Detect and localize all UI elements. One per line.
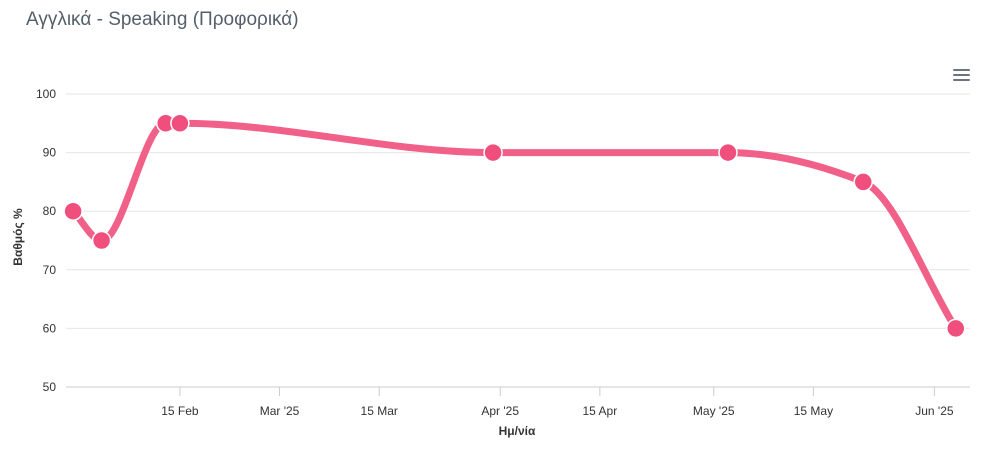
menu-icon-bar — [953, 69, 970, 71]
x-tick-label: Apr '25 — [481, 404, 519, 418]
menu-icon-bar — [953, 79, 970, 81]
y-tick-label: 70 — [43, 263, 57, 277]
data-point — [91, 230, 112, 251]
x-tick-label: 15 Apr — [583, 404, 618, 418]
data-point — [718, 142, 738, 163]
y-axis-ticks: 50 60 70 80 90 100 — [36, 87, 56, 394]
x-axis-title: Ημ/νία — [499, 424, 536, 438]
y-tick-label: 90 — [43, 146, 57, 160]
x-tick-label: 15 Mar — [361, 404, 398, 418]
menu-icon-bar — [953, 74, 970, 76]
x-tick-label: Jun '25 — [915, 404, 954, 418]
series-line — [69, 119, 960, 332]
gridlines — [66, 93, 970, 388]
x-tick-label: Mar '25 — [260, 404, 300, 418]
data-point — [63, 201, 83, 221]
chart-menu-button[interactable] — [948, 64, 974, 86]
y-tick-label: 50 — [43, 380, 57, 394]
data-point — [483, 142, 503, 163]
x-tick-label: May '25 — [693, 404, 735, 418]
data-point — [946, 318, 966, 339]
y-tick-label: 80 — [43, 204, 57, 218]
data-point — [170, 113, 190, 134]
y-axis-title: Βαθμός % — [11, 208, 25, 266]
x-tick-label: 15 May — [794, 404, 833, 418]
y-tick-label: 100 — [36, 87, 56, 101]
chart-title: Αγγλικά - Speaking (Προφορικά) — [26, 9, 299, 30]
y-tick-label: 60 — [43, 321, 57, 335]
x-axis: 15 Feb Mar '25 15 Mar Apr '25 15 Apr May '25 1… — [161, 387, 954, 418]
data-point — [853, 172, 873, 192]
series-group — [63, 113, 966, 339]
x-tick-label: 15 Feb — [161, 404, 199, 418]
